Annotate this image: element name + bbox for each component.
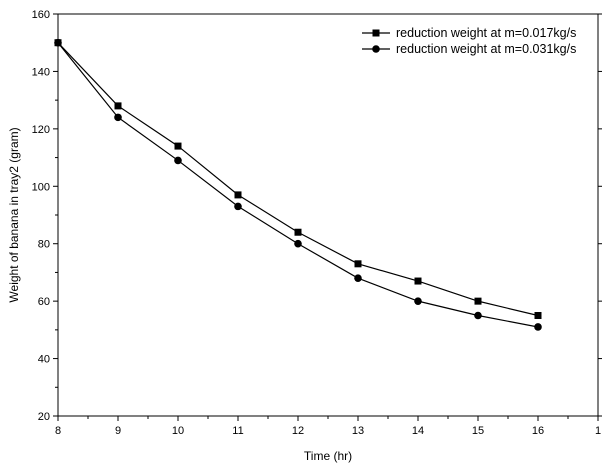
legend-label-series-2: reduction weight at m=0.031kg/s xyxy=(396,42,576,56)
data-point-circle xyxy=(534,323,542,331)
x-tick-label: 9 xyxy=(115,425,121,437)
x-tick-label: 10 xyxy=(172,425,184,437)
x-tick-label: 1 xyxy=(595,425,601,437)
axis-ticks xyxy=(53,13,602,421)
y-tick-label: 20 xyxy=(38,411,50,423)
x-tick-label: 8 xyxy=(55,425,61,437)
data-point-circle xyxy=(114,113,122,122)
y-tick-label: 60 xyxy=(38,296,50,308)
y-tick-label: 100 xyxy=(32,181,50,193)
x-tick-label: 13 xyxy=(352,425,364,437)
data-point-circle xyxy=(414,297,422,305)
legend-marker-square xyxy=(372,29,380,37)
y-tick-label: 40 xyxy=(38,354,50,366)
legend-label-series-1: reduction weight at m=0.017kg/s xyxy=(396,26,576,40)
plot-area-frame xyxy=(57,13,599,417)
x-tick-label: 11 xyxy=(232,425,243,437)
data-point-circle xyxy=(234,202,242,211)
data-point-circle xyxy=(474,311,482,320)
series-line-2 xyxy=(57,42,539,328)
data-point-circle xyxy=(54,38,62,47)
y-tick-label: 120 xyxy=(32,124,50,136)
legend-marker-circle xyxy=(372,45,380,53)
legend: reduction weight at m=0.017kg/s reductio… xyxy=(362,26,576,56)
x-tick-label: 12 xyxy=(292,425,304,437)
data-point-square xyxy=(174,142,182,150)
data-point-square xyxy=(234,191,242,199)
x-tick-label: 15 xyxy=(472,425,484,437)
y-axis-title: Weight of banana in tray2 (gram) xyxy=(7,127,21,302)
y-tick-label: 160 xyxy=(32,9,50,21)
data-point-square xyxy=(414,277,422,285)
data-point-square xyxy=(294,228,302,236)
data-point-circle xyxy=(174,156,182,165)
x-tick-label: 16 xyxy=(532,425,544,437)
y-tick-label: 140 xyxy=(32,66,50,78)
data-point-circle xyxy=(354,274,362,282)
data-point-square xyxy=(534,312,542,319)
x-tick-label: 14 xyxy=(412,425,424,437)
data-point-square xyxy=(114,102,122,110)
data-point-circle xyxy=(294,239,302,248)
data-point-square xyxy=(354,260,362,268)
series-layer xyxy=(54,38,542,331)
y-tick-label: 80 xyxy=(38,239,50,251)
x-axis-title: Time (hr) xyxy=(304,449,352,463)
data-point-square xyxy=(474,297,482,305)
series-line-1 xyxy=(57,42,539,317)
